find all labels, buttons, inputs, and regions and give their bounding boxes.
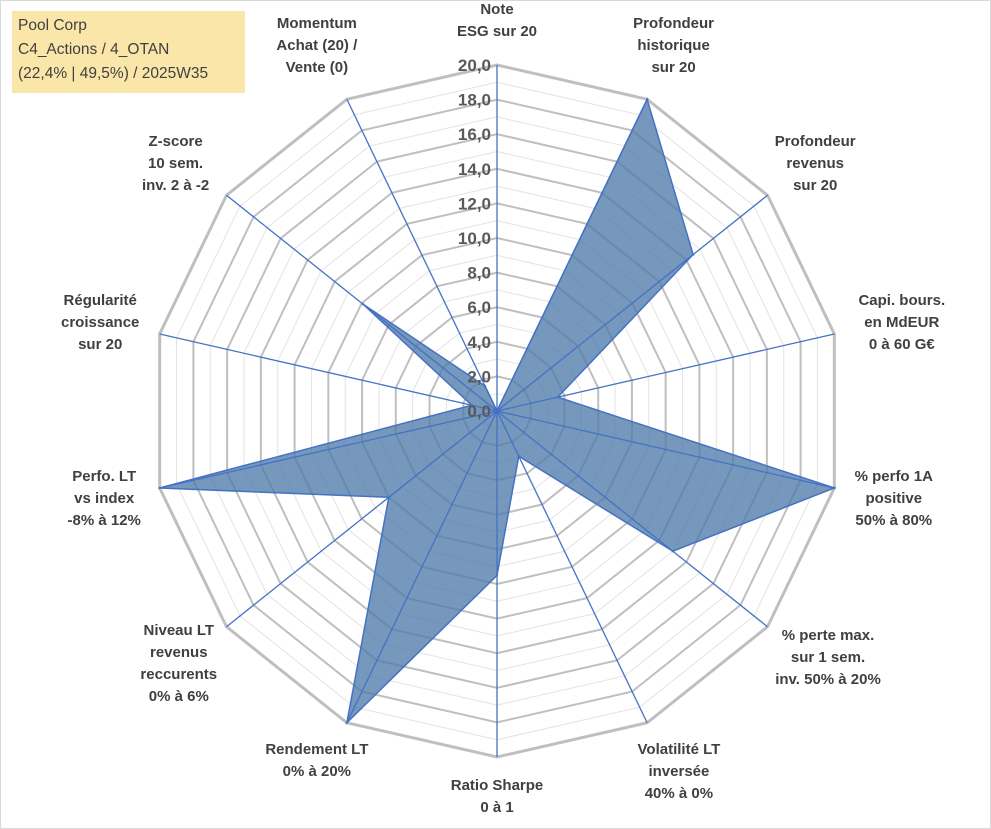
- axis-label-line: Rendement LT: [265, 740, 369, 758]
- period-label: (22,4% | 49,5%) / 2025W35: [18, 65, 209, 82]
- axis-label-line: 50% à 80%: [855, 512, 933, 530]
- axis-label-line: sur 20: [78, 335, 123, 353]
- axis-label: Momentum Achat (20) / Vente (0): [227, 13, 407, 79]
- axis-label-line: Profondeur: [633, 15, 714, 33]
- axis-label: Perfo. LT vs index -8% à 12%: [14, 466, 194, 532]
- axis-spoke: [496, 333, 835, 412]
- axis-label-line: historique: [637, 37, 710, 55]
- data-point: [495, 409, 499, 413]
- axis-label-line: revenus: [786, 155, 844, 173]
- data-point: [645, 98, 649, 101]
- radial-tick-label: 4,0: [467, 333, 491, 352]
- axis-label-line: Vente (0): [285, 59, 349, 77]
- axis-label-line: croissance: [61, 313, 140, 331]
- axis-spoke: [496, 194, 768, 412]
- axis-spoke: [496, 410, 648, 724]
- axis-label: Niveau LT revenus reccurents 0% à 6%: [89, 620, 269, 708]
- data-point: [158, 486, 161, 490]
- radial-tick-label: 10,0: [458, 229, 491, 248]
- data-point: [483, 384, 487, 388]
- axis-label-line: 0% à 6%: [148, 687, 209, 705]
- axis-label: Capi. bours. en MdEUR 0 à 60 G€: [812, 290, 991, 356]
- axis-spoke: [226, 194, 498, 412]
- axis-label-line: Niveau LT: [143, 621, 215, 639]
- radial-tick-label: 18,0: [458, 91, 491, 110]
- title-box: Pool Corp C4_Actions / 4_OTAN (22,4% | 4…: [12, 11, 245, 93]
- axis-label-line: Momentum: [276, 15, 357, 33]
- axis-label: % perfo 1A positive 50% à 80%: [804, 466, 984, 532]
- axis-label-line: % perte max.: [781, 626, 875, 644]
- axis-label-line: Perfo. LT: [72, 468, 137, 486]
- radial-tick-label: 2,0: [467, 367, 491, 386]
- axis-label: Volatilité LT inversée 40% à 0%: [589, 739, 769, 805]
- axis-label-line: 0 à 60 G€: [868, 335, 935, 353]
- data-point: [833, 486, 836, 490]
- axis-spoke: [496, 410, 835, 489]
- axis-label-line: 0% à 20%: [282, 762, 352, 780]
- data-point: [671, 550, 675, 553]
- data-point: [345, 721, 349, 724]
- axis-label-line: -8% à 12%: [67, 512, 141, 530]
- axis-label-line: 0 à 1: [480, 799, 514, 816]
- axis-label: Note ESG sur 20: [407, 0, 587, 43]
- radial-tick-label: 0,0: [467, 402, 491, 421]
- axis-label-line: inversée: [648, 762, 710, 780]
- axis-spoke: [346, 410, 498, 724]
- axis-spoke: [346, 98, 498, 412]
- company-name: Pool Corp: [18, 17, 87, 34]
- axis-label-line: Note: [480, 1, 514, 18]
- radial-tick-label: 12,0: [458, 194, 491, 213]
- axis-label-line: en MdEUR: [864, 313, 940, 331]
- axis-label-line: sur 20: [651, 59, 696, 77]
- axis-label-line: sur 20: [793, 177, 838, 195]
- axis-label-line: % perfo 1A: [854, 468, 933, 486]
- axis-label-line: inv. 50% à 20%: [775, 670, 881, 688]
- axis-label: % perte max. sur 1 sem. inv. 50% à 20%: [738, 625, 918, 691]
- axis-label-line: 10 sem.: [148, 155, 204, 173]
- portfolio-label: C4_Actions / 4_OTAN: [18, 41, 170, 58]
- axis-label: Profondeur historique sur 20: [584, 13, 764, 79]
- axis-label: Rendement LT 0% à 20%: [227, 739, 407, 783]
- data-point: [556, 395, 559, 399]
- axis-label-line: sur 1 sem.: [790, 648, 866, 666]
- axis-spoke: [496, 410, 768, 628]
- axis-label: Profondeur revenus sur 20: [725, 131, 905, 197]
- axis-label-line: ESG sur 20: [456, 23, 538, 40]
- axis-spoke: [226, 410, 498, 628]
- radial-tick-label: 20,0: [458, 56, 491, 75]
- data-point: [517, 455, 520, 458]
- axis-spoke: [496, 98, 648, 412]
- radial-tick-label: 14,0: [458, 160, 491, 179]
- axis-label: Ratio Sharpe 0 à 1: [407, 775, 587, 819]
- data-point: [470, 404, 473, 407]
- axis-label-line: Ratio Sharpe: [450, 777, 544, 794]
- axis-label: Régularité croissance sur 20: [10, 290, 190, 356]
- data-point: [495, 574, 499, 577]
- data-point: [691, 253, 695, 256]
- axis-spoke: [159, 410, 498, 489]
- axis-label-line: Capi. bours.: [858, 291, 946, 309]
- axis-label-line: Achat (20) /: [276, 37, 358, 55]
- axis-label-line: vs index: [74, 490, 135, 508]
- axis-label-line: inv. 2 à -2: [141, 177, 210, 195]
- radial-tick-label: 16,0: [458, 125, 491, 144]
- data-point: [361, 303, 365, 306]
- axis-label-line: reccurents: [140, 665, 218, 683]
- radial-tick-label: 8,0: [467, 264, 491, 283]
- axis-label-line: revenus: [150, 643, 208, 661]
- axis-label-line: 40% à 0%: [644, 784, 714, 802]
- radial-tick-label: 6,0: [467, 298, 491, 317]
- axis-label-line: Régularité: [63, 291, 137, 309]
- axis-label-line: positive: [865, 490, 923, 508]
- axis-label-line: Z-score: [148, 133, 203, 151]
- axis-spoke: [159, 333, 498, 412]
- axis-label: Z-score 10 sem. inv. 2 à -2: [86, 131, 266, 197]
- data-point: [387, 496, 390, 499]
- axis-label-line: Volatilité LT: [637, 740, 721, 758]
- axis-label-line: Profondeur: [774, 133, 856, 151]
